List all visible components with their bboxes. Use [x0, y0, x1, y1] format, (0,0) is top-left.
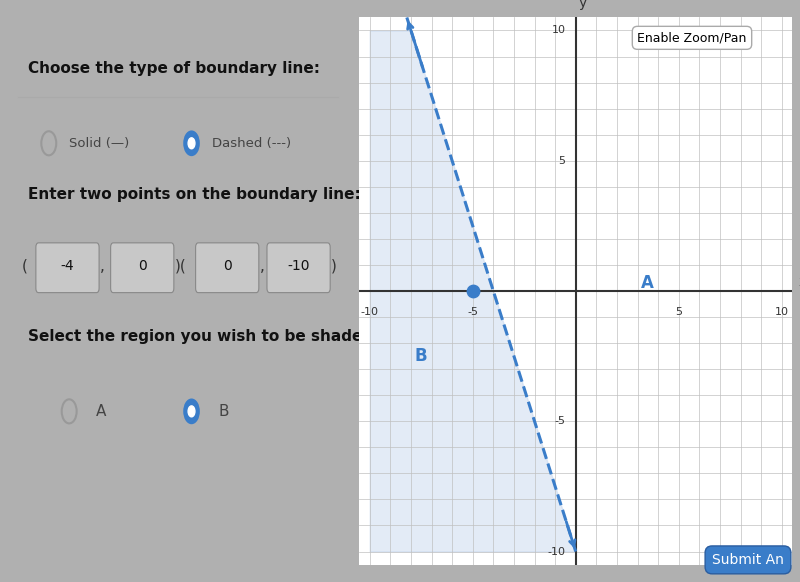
Text: (: (	[22, 259, 27, 274]
FancyBboxPatch shape	[36, 243, 99, 293]
Text: Dashed (---): Dashed (---)	[212, 137, 291, 150]
Text: Enter two points on the boundary line:: Enter two points on the boundary line:	[28, 187, 361, 202]
Point	[466, 286, 479, 296]
Text: Select the region you wish to be shaded:: Select the region you wish to be shaded:	[28, 329, 380, 345]
Circle shape	[184, 399, 199, 423]
Text: Submit An: Submit An	[712, 553, 784, 567]
Text: 10: 10	[551, 26, 566, 36]
Text: y: y	[579, 0, 587, 10]
Text: -5: -5	[554, 416, 566, 426]
Text: ): )	[331, 259, 337, 274]
Text: )(: )(	[174, 259, 186, 274]
Text: 0: 0	[138, 260, 146, 274]
Text: 5: 5	[558, 156, 566, 166]
Text: -10: -10	[287, 260, 310, 274]
Text: 0: 0	[223, 260, 231, 274]
Text: ,: ,	[100, 259, 105, 274]
Circle shape	[184, 132, 199, 155]
FancyBboxPatch shape	[110, 243, 174, 293]
Text: ,: ,	[259, 259, 264, 274]
Circle shape	[188, 138, 195, 149]
Text: -10: -10	[547, 546, 566, 556]
Text: B: B	[218, 404, 230, 419]
Text: Solid (—): Solid (—)	[69, 137, 130, 150]
Text: 5: 5	[675, 307, 682, 317]
Text: Enable Zoom/Pan: Enable Zoom/Pan	[638, 31, 746, 44]
Text: B: B	[415, 347, 427, 365]
Text: x: x	[798, 275, 800, 289]
Circle shape	[188, 406, 195, 417]
FancyBboxPatch shape	[267, 243, 330, 293]
Text: 10: 10	[774, 307, 789, 317]
FancyBboxPatch shape	[196, 243, 259, 293]
Text: -4: -4	[61, 260, 74, 274]
Text: A: A	[96, 404, 106, 419]
Text: -5: -5	[467, 307, 478, 317]
Text: -10: -10	[361, 307, 378, 317]
Text: A: A	[642, 274, 654, 292]
Text: Choose the type of boundary line:: Choose the type of boundary line:	[28, 61, 320, 76]
